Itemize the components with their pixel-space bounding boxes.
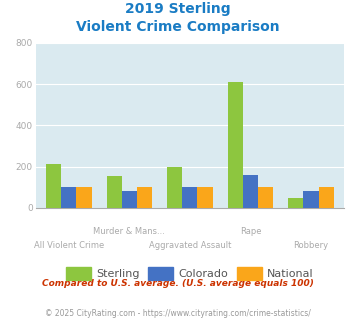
Bar xyxy=(76,187,92,208)
Text: Murder & Mans...: Murder & Mans... xyxy=(93,227,165,236)
Bar xyxy=(122,191,137,208)
Bar xyxy=(243,175,258,208)
Text: Compared to U.S. average. (U.S. average equals 100): Compared to U.S. average. (U.S. average … xyxy=(42,279,313,288)
Text: Robbery: Robbery xyxy=(294,241,329,250)
Text: Rape: Rape xyxy=(240,227,261,236)
Bar xyxy=(228,82,243,208)
Bar xyxy=(258,187,273,208)
Bar xyxy=(288,198,304,208)
Bar xyxy=(197,187,213,208)
Text: 2019 Sterling: 2019 Sterling xyxy=(125,2,230,16)
Bar xyxy=(106,176,122,208)
Bar xyxy=(182,187,197,208)
Bar xyxy=(137,187,152,208)
Bar xyxy=(319,187,334,208)
Text: All Violent Crime: All Violent Crime xyxy=(34,241,104,250)
Legend: Sterling, Colorado, National: Sterling, Colorado, National xyxy=(62,263,318,284)
Bar xyxy=(46,164,61,208)
Bar xyxy=(167,167,182,208)
Bar xyxy=(304,191,319,208)
Text: Aggravated Assault: Aggravated Assault xyxy=(149,241,231,250)
Bar xyxy=(61,187,76,208)
Text: © 2025 CityRating.com - https://www.cityrating.com/crime-statistics/: © 2025 CityRating.com - https://www.city… xyxy=(45,309,310,317)
Text: Violent Crime Comparison: Violent Crime Comparison xyxy=(76,20,279,34)
